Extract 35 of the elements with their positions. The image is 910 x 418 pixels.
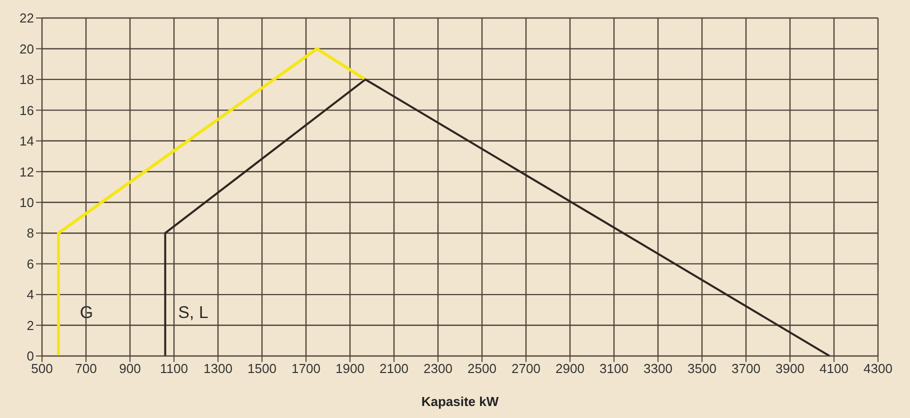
x-tick-label: 1300 [204, 361, 232, 376]
x-tick-label: 2900 [556, 361, 584, 376]
x-tick-label: 3500 [688, 361, 716, 376]
y-tick-label: 6 [26, 256, 34, 272]
x-tick-label: 3900 [776, 361, 804, 376]
x-tick-label: 3100 [600, 361, 628, 376]
line-series [57, 47, 367, 356]
y-tick-label: 14 [20, 134, 34, 149]
y-tick-label: 22 [20, 10, 34, 26]
x-tick-label: 500 [31, 361, 53, 376]
y-tick-label: 16 [20, 102, 34, 118]
x-tick-label: 2100 [380, 361, 408, 376]
x-tick-label: 1100 [160, 361, 188, 376]
y-tick-label: 8 [26, 226, 34, 241]
x-tick-label: 1700 [292, 361, 320, 376]
y-tick-label: 10 [20, 194, 34, 210]
x-tick-label: 4100 [820, 361, 848, 376]
y-tick-label: 20 [20, 41, 34, 56]
x-axis-title: Kapasite kW [421, 394, 500, 409]
x-tick-label: 1900 [336, 361, 364, 376]
x-tick-label: 2700 [512, 361, 540, 376]
y-tick-label: 0 [26, 348, 34, 364]
x-tick-label: 2500 [468, 361, 496, 376]
y-tick-label: 18 [20, 72, 34, 88]
series-label: S, L [178, 303, 208, 322]
x-tick-label: 1500 [248, 361, 276, 376]
x-tick-label: 3700 [732, 361, 760, 376]
x-tick-label: 3300 [644, 361, 672, 376]
x-tick-label: 4300 [864, 361, 892, 376]
x-tick-label: 700 [75, 361, 97, 376]
x-tick-label: 900 [119, 361, 141, 376]
y-tick-label: 4 [26, 287, 34, 302]
y-tick-label: 2 [26, 318, 34, 333]
x-tick-label: 2300 [424, 361, 452, 376]
y-tick-label: 12 [20, 164, 34, 180]
